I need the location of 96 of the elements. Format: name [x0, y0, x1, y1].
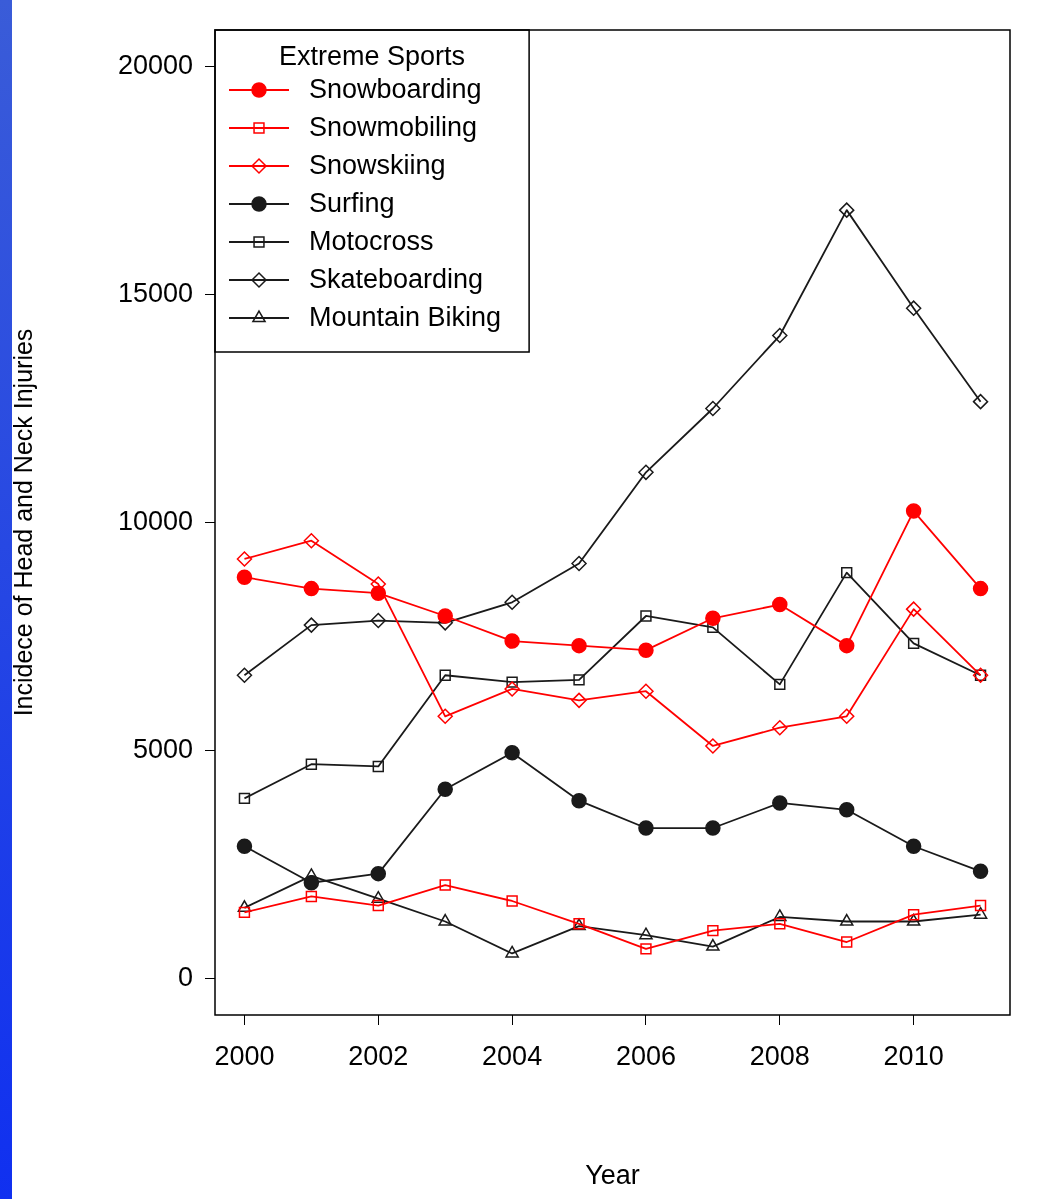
point [303, 532, 320, 549]
point [370, 612, 387, 629]
point [571, 637, 587, 654]
x-tick-label: 2006 [615, 1040, 676, 1071]
point [638, 820, 654, 836]
point [303, 617, 320, 633]
point [504, 745, 520, 761]
point [439, 879, 451, 891]
point [974, 899, 987, 912]
point [303, 580, 320, 597]
point [907, 637, 920, 650]
point [772, 596, 788, 613]
point [639, 927, 653, 940]
y-tick-label: 15000 [117, 277, 193, 308]
point [707, 924, 719, 937]
point [372, 760, 384, 773]
point [640, 610, 652, 622]
legend-label: Snowmobiling [309, 112, 478, 143]
point [905, 503, 922, 519]
point [772, 327, 788, 344]
point [774, 678, 786, 691]
x-tick-label: 2002 [348, 1040, 409, 1071]
point [973, 906, 988, 919]
point [439, 669, 451, 681]
point [638, 464, 654, 481]
point [838, 802, 855, 818]
x-tick-label: 2000 [214, 1040, 275, 1071]
point [238, 906, 251, 919]
point [303, 875, 320, 891]
point [505, 945, 519, 958]
point [371, 890, 386, 903]
y-tick-label: 5000 [132, 733, 193, 764]
point [305, 758, 318, 770]
x-tick-label: 2010 [883, 1040, 944, 1071]
legend-label: Skateboarding [309, 264, 484, 295]
point [772, 719, 788, 736]
point [236, 551, 253, 567]
x-tick-label: 2004 [482, 1040, 543, 1071]
point [705, 820, 721, 836]
point [705, 400, 721, 417]
y-tick-label: 0 [177, 961, 193, 992]
point [905, 601, 922, 617]
point [638, 683, 654, 699]
point [838, 202, 855, 218]
y-axis-title: Incidece of Head and Neck Injuries [8, 328, 37, 717]
point [838, 708, 855, 725]
point [437, 781, 453, 798]
point [841, 566, 853, 579]
point [905, 838, 922, 855]
point [437, 608, 453, 624]
point [372, 899, 384, 912]
point [841, 936, 853, 948]
point [772, 795, 788, 811]
point [504, 594, 520, 611]
point [571, 692, 587, 709]
point [506, 895, 518, 907]
point [238, 792, 251, 805]
point [972, 580, 989, 597]
point [907, 908, 920, 921]
point [370, 585, 387, 601]
point [772, 909, 787, 922]
legend-label: Snowboarding [309, 74, 482, 105]
point [236, 569, 253, 585]
legend-label: Mountain Biking [309, 302, 502, 333]
point [573, 674, 585, 686]
point [437, 708, 453, 725]
point [438, 913, 453, 926]
point [972, 393, 989, 410]
point [838, 637, 855, 654]
legend-title: Extreme Sports [279, 41, 466, 72]
point [774, 918, 786, 930]
point [370, 865, 387, 882]
point [905, 300, 922, 316]
point [906, 913, 921, 926]
legend-label: Snowskiing [309, 150, 446, 181]
legend-label: Surfing [309, 188, 395, 219]
point [640, 943, 652, 955]
point [706, 938, 720, 951]
y-tick-label: 20000 [117, 49, 193, 80]
y-tick-label: 10000 [117, 505, 193, 536]
point [571, 792, 587, 809]
x-axis-title: Year [585, 1160, 640, 1191]
point [305, 890, 318, 903]
point [236, 838, 253, 855]
x-tick-label: 2008 [749, 1040, 810, 1071]
legend-label: Motocross [309, 226, 434, 257]
point [506, 676, 518, 688]
point [504, 633, 520, 649]
point [638, 642, 654, 658]
point [705, 738, 721, 754]
point [972, 863, 989, 880]
point [839, 913, 854, 926]
point [504, 681, 520, 697]
point [705, 610, 721, 627]
point [236, 667, 253, 684]
point [571, 555, 587, 572]
